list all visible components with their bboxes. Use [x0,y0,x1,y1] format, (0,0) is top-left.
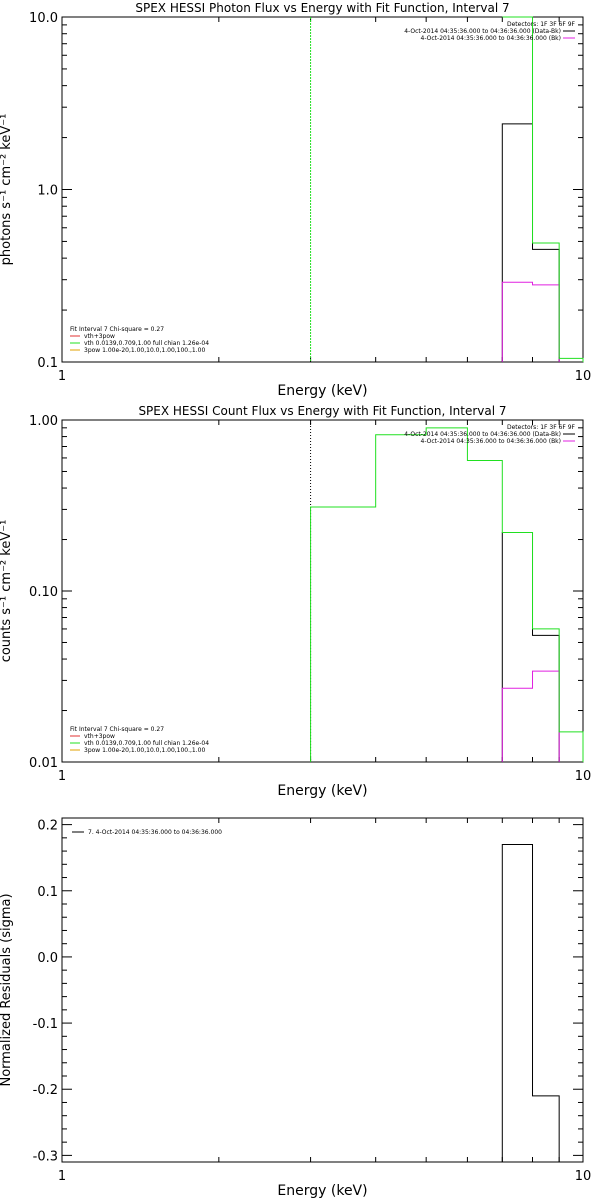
y-tick-label: 0.1 [37,885,58,900]
x-axis-label: Energy (keV) [277,783,367,799]
x-tick-label: 10 [575,369,592,384]
y-tick-label: 0.01 [29,756,58,771]
x-tick-label: 1 [58,1169,66,1184]
legend-left-entry: vth+3pow [84,733,115,740]
x-tick-label: 1 [58,769,66,784]
plot-frame [61,16,584,363]
y-axis-label: photons s⁻¹ cm⁻² keV⁻¹ [0,114,14,266]
x-tick-label: 1 [58,369,66,384]
series-1-step-line [501,670,560,762]
series-0-step-line [501,843,560,1162]
plot-frame [61,419,584,763]
series-2-step-line [310,427,584,762]
y-tick-label: 10.0 [29,11,58,26]
legend-left-entry: vth 0.0139,0.709,1.00 full chian 1.26e-0… [84,340,209,347]
legend-right-entry: 4-Oct-2014 04:35:36.000 to 04:36:36.000 … [421,35,562,42]
y-tick-label: 1.0 [37,184,58,199]
y-tick-label: -0.1 [33,1017,58,1032]
y-tick-label: 0.2 [37,819,58,834]
legend-left-entry: 3pow 1.00e-20,1.00,10.0,1.00,100.,1.00 [84,347,205,354]
x-tick-label: 10 [575,769,592,784]
legend-right-entry: 4-Oct-2014 04:35:36.000 to 04:36:36.000 … [421,438,562,445]
legend-left-entry: 3pow 1.00e-20,1.00,10.0,1.00,100.,1.00 [84,747,205,754]
chart-title: SPEX HESSI Count Flux vs Energy with Fit… [138,404,506,418]
x-tick-label: 10 [575,1169,592,1184]
legend-fit-header: Fit Interval 7 Chi-square = 0.27 [70,326,164,333]
y-axis-label: Normalized Residuals (sigma) [0,893,14,1086]
legend-residual-entry: 7. 4-Oct-2014 04:35:36.000 to 04:36:36.0… [88,829,222,836]
series-0-step-line [501,531,560,762]
legend-detectors: Detectors: 1F 3F 6F 9F [507,21,576,28]
plot-frame [61,817,584,1163]
y-tick-label: 1.00 [29,414,58,429]
y-tick-label: 0.1 [37,356,58,371]
x-axis-label: Energy (keV) [277,383,367,399]
legend-left-entry: vth+3pow [84,333,115,340]
series-2-step-line [502,16,584,362]
legend-detectors: Detectors: 1F 3F 6F 9F [507,424,576,431]
y-tick-label: -0.3 [33,1149,58,1164]
x-axis-label: Energy (keV) [277,1183,367,1199]
legend-left-entry: vth 0.0139,0.709,1.00 full chian 1.26e-0… [84,740,209,747]
y-tick-label: 0.0 [37,951,58,966]
chart-title: SPEX HESSI Photon Flux vs Energy with Fi… [135,1,509,15]
legend-right-entry: 4-Oct-2014 04:35:36.000 to 04:36:36.000 … [404,28,561,35]
y-tick-label: -0.2 [33,1083,58,1098]
y-axis-label: counts s⁻¹ cm⁻² keV⁻¹ [0,520,14,663]
legend-fit-header: Fit Interval 7 Chi-square = 0.27 [70,726,164,733]
series-1-step-line [501,281,560,362]
legend-right-entry: 4-Oct-2014 04:35:36.000 to 04:36:36.000 … [404,431,561,438]
y-tick-label: 0.10 [29,585,58,600]
